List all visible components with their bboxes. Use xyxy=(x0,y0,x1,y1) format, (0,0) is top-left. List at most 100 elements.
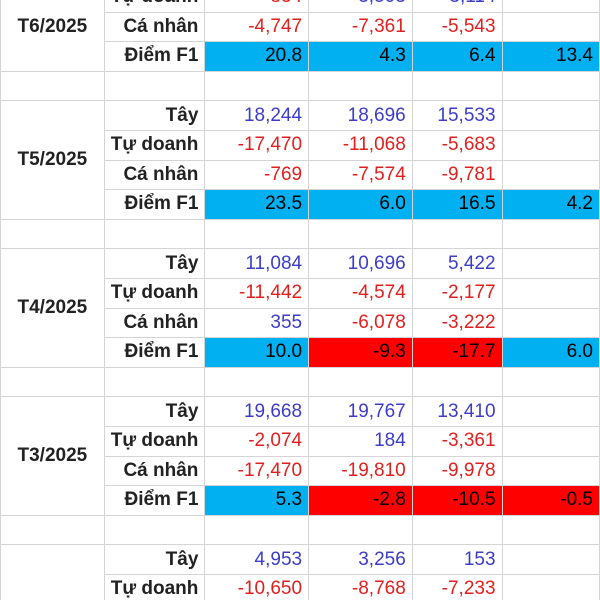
cell-value[interactable]: -6,078 xyxy=(308,307,413,339)
row-label-score[interactable]: Điểm F1 xyxy=(103,337,206,368)
score-cell[interactable]: 4.3 xyxy=(308,41,413,72)
row-label-proprietary[interactable]: Tự doanh xyxy=(103,129,206,161)
month-label[interactable]: T6/2025 xyxy=(0,0,105,72)
cell-value[interactable]: 18,696 xyxy=(308,100,413,131)
cell-value[interactable]: 19,767 xyxy=(308,396,413,427)
empty-cell[interactable] xyxy=(501,277,600,309)
score-cell[interactable]: 20.8 xyxy=(204,41,310,72)
empty-cell[interactable] xyxy=(103,218,206,250)
score-cell[interactable]: 16.5 xyxy=(411,189,503,220)
score-cell[interactable]: 10.0 xyxy=(204,337,310,368)
cell-value[interactable]: -5,683 xyxy=(411,129,503,161)
row-label-proprietary[interactable]: Tự doanh xyxy=(103,573,206,600)
empty-cell[interactable] xyxy=(501,573,600,600)
cell-value[interactable]: 5,422 xyxy=(411,248,503,279)
score-cell[interactable]: 4.2 xyxy=(501,189,600,220)
empty-cell[interactable] xyxy=(501,129,600,161)
cell-value[interactable]: -9,978 xyxy=(411,455,503,487)
cell-value[interactable]: -4,574 xyxy=(308,277,413,309)
cell-value[interactable]: -8,768 xyxy=(308,573,413,600)
score-cell[interactable]: 13.4 xyxy=(501,41,600,72)
row-label-individual[interactable]: Cá nhân xyxy=(103,11,206,43)
empty-cell[interactable] xyxy=(501,159,600,191)
row-label-score[interactable]: Điểm F1 xyxy=(103,485,206,516)
row-label-individual[interactable]: Cá nhân xyxy=(103,307,206,339)
cell-value[interactable]: 19,668 xyxy=(204,396,310,427)
empty-cell[interactable] xyxy=(204,218,310,250)
cell-value[interactable]: 184 xyxy=(308,425,413,457)
cell-value[interactable]: -9,781 xyxy=(411,159,503,191)
row-label-individual[interactable]: Cá nhân xyxy=(103,455,206,487)
empty-cell[interactable] xyxy=(103,514,206,546)
score-cell[interactable]: -17.7 xyxy=(411,337,503,368)
month-label[interactable]: T4/2025 xyxy=(0,248,105,368)
cell-value[interactable]: -19,810 xyxy=(308,455,413,487)
row-label-foreign[interactable]: Tây xyxy=(103,100,206,131)
empty-cell[interactable] xyxy=(0,218,105,250)
cell-value[interactable]: 18,244 xyxy=(204,100,310,131)
empty-cell[interactable] xyxy=(0,514,105,546)
score-cell[interactable]: 6.0 xyxy=(501,337,600,368)
row-label-proprietary[interactable]: Tự doanh xyxy=(103,425,206,457)
row-label-foreign[interactable]: Tây xyxy=(103,396,206,427)
empty-cell[interactable] xyxy=(501,514,600,546)
cell-value[interactable]: -10,650 xyxy=(204,573,310,600)
row-label-score[interactable]: Điểm F1 xyxy=(103,189,206,220)
empty-cell[interactable] xyxy=(501,307,600,339)
empty-cell[interactable] xyxy=(501,11,600,43)
row-label-score[interactable]: Điểm F1 xyxy=(103,41,206,72)
empty-cell[interactable] xyxy=(501,248,600,279)
empty-cell[interactable] xyxy=(501,0,600,13)
empty-cell[interactable] xyxy=(501,70,600,102)
cell-value[interactable]: -11,068 xyxy=(308,129,413,161)
empty-cell[interactable] xyxy=(411,366,503,398)
empty-cell[interactable] xyxy=(501,100,600,131)
empty-cell[interactable] xyxy=(0,70,105,102)
empty-cell[interactable] xyxy=(308,70,413,102)
empty-cell[interactable] xyxy=(411,70,503,102)
cell-value[interactable]: -17,470 xyxy=(204,129,310,161)
row-label-proprietary[interactable]: Tự doanh xyxy=(103,0,206,13)
score-cell[interactable]: 6.4 xyxy=(411,41,503,72)
empty-cell[interactable] xyxy=(0,366,105,398)
empty-cell[interactable] xyxy=(308,218,413,250)
cell-value[interactable]: 13,410 xyxy=(411,396,503,427)
empty-cell[interactable] xyxy=(411,218,503,250)
cell-value[interactable]: 3,503 xyxy=(308,0,413,13)
cell-value[interactable]: -7,233 xyxy=(411,573,503,600)
score-cell[interactable]: -0.5 xyxy=(501,485,600,516)
score-cell[interactable]: -2.8 xyxy=(308,485,413,516)
cell-value[interactable]: -2,177 xyxy=(411,277,503,309)
row-label-proprietary[interactable]: Tự doanh xyxy=(103,277,206,309)
cell-value[interactable]: -3,361 xyxy=(411,425,503,457)
score-cell[interactable]: -9.3 xyxy=(308,337,413,368)
cell-value[interactable]: 4,953 xyxy=(204,544,310,575)
empty-cell[interactable] xyxy=(204,70,310,102)
month-label[interactable]: T3/2025 xyxy=(0,396,105,516)
empty-cell[interactable] xyxy=(411,514,503,546)
empty-cell[interactable] xyxy=(501,544,600,575)
empty-cell[interactable] xyxy=(501,425,600,457)
row-label-foreign[interactable]: Tây xyxy=(103,544,206,575)
cell-value[interactable]: -11,442 xyxy=(204,277,310,309)
cell-value[interactable]: 10,696 xyxy=(308,248,413,279)
empty-cell[interactable] xyxy=(103,366,206,398)
empty-cell[interactable] xyxy=(204,366,310,398)
cell-value[interactable]: 3,114 xyxy=(411,0,503,13)
score-cell[interactable]: 5.3 xyxy=(204,485,310,516)
empty-cell[interactable] xyxy=(308,366,413,398)
empty-cell[interactable] xyxy=(501,396,600,427)
cell-value[interactable]: -3,222 xyxy=(411,307,503,339)
empty-cell[interactable] xyxy=(308,514,413,546)
empty-cell[interactable] xyxy=(501,455,600,487)
cell-value[interactable]: -769 xyxy=(204,159,310,191)
cell-value[interactable]: -17,470 xyxy=(204,455,310,487)
cell-value[interactable]: 355 xyxy=(204,307,310,339)
empty-cell[interactable] xyxy=(501,366,600,398)
empty-cell[interactable] xyxy=(103,70,206,102)
row-label-foreign[interactable]: Tây xyxy=(103,248,206,279)
cell-value[interactable]: -4,747 xyxy=(204,11,310,43)
cell-value[interactable]: 15,533 xyxy=(411,100,503,131)
score-cell[interactable]: 6.0 xyxy=(308,189,413,220)
cell-value[interactable]: 3,256 xyxy=(308,544,413,575)
